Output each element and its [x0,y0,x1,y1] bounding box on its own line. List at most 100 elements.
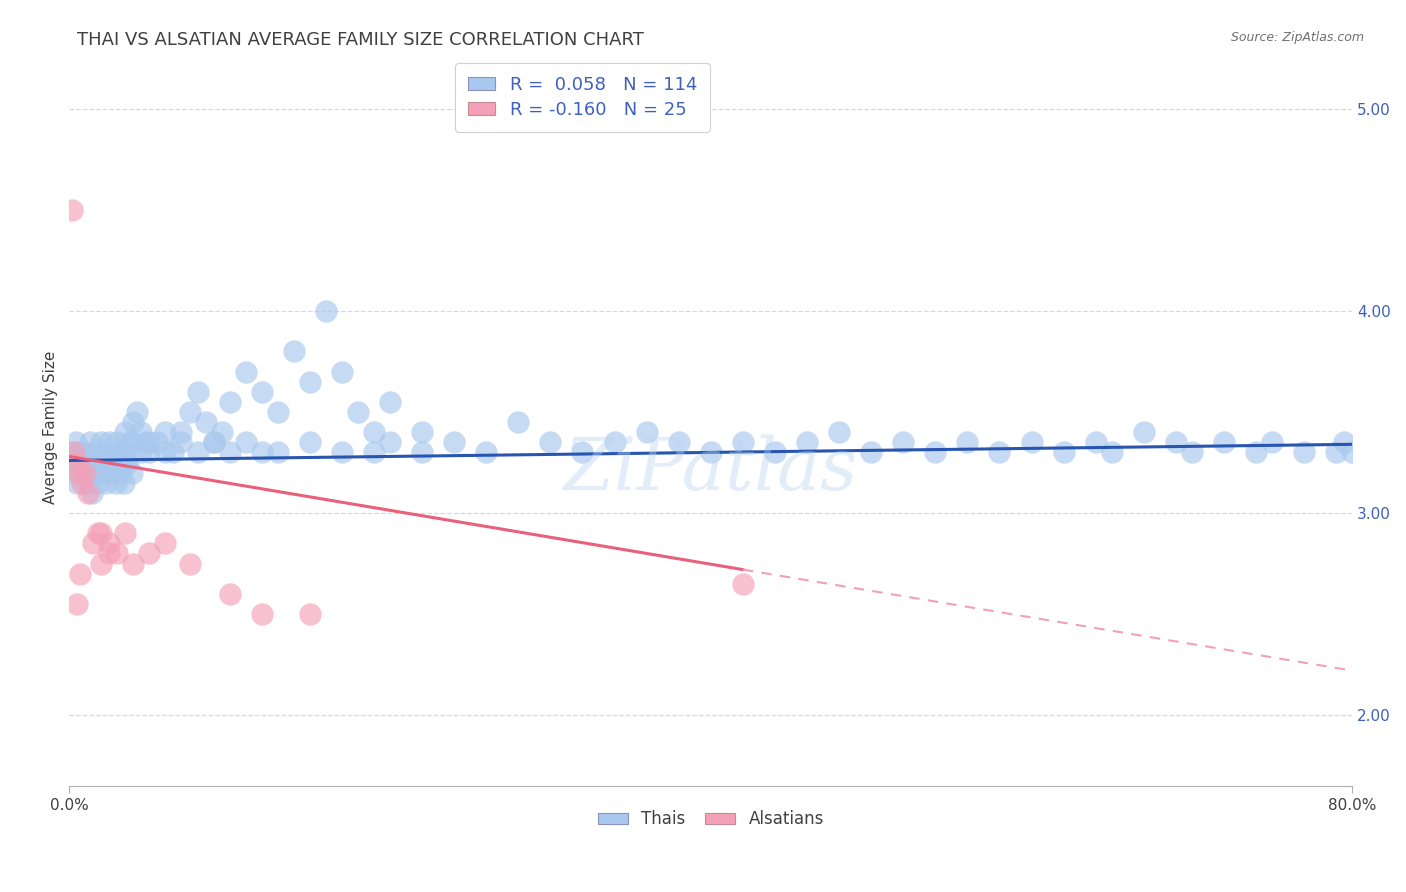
Point [105,546,128,560]
Point [79,435,101,450]
Point [121,466,143,480]
Point [956,435,979,450]
Point [75,445,97,459]
Point [155,445,177,459]
Point [73,456,96,470]
Point [76,475,98,490]
Point [122,557,145,571]
Point [77,466,100,480]
Point [103,445,125,459]
Point [101,466,124,480]
Point [211,425,233,440]
Point [94,475,117,490]
Point [668,435,690,450]
Point [186,384,208,399]
Point [235,435,257,450]
Point [603,435,626,450]
Point [988,445,1011,459]
Point [1164,435,1187,450]
Point [1294,445,1316,459]
Point [62,202,84,217]
Point [67,456,90,470]
Point [97,466,120,480]
Point [63,466,86,480]
Point [122,415,145,429]
Point [82,456,104,470]
Point [298,435,321,450]
Point [138,435,160,450]
Point [98,536,121,550]
Point [90,557,112,571]
Point [111,445,134,459]
Point [218,395,240,409]
Point [508,415,530,429]
Point [112,475,135,490]
Point [1084,435,1107,450]
Point [731,576,754,591]
Point [77,485,100,500]
Point [828,425,851,440]
Point [571,445,593,459]
Point [1021,435,1043,450]
Point [65,456,87,470]
Point [114,456,136,470]
Point [86,445,108,459]
Point [194,415,217,429]
Point [796,435,818,450]
Point [315,304,337,318]
Point [62,445,84,459]
Point [1052,445,1074,459]
Point [250,445,273,459]
Point [1324,445,1347,459]
Point [69,566,91,581]
Point [636,425,658,440]
Point [924,445,946,459]
Point [179,557,201,571]
Point [218,587,240,601]
Point [347,405,370,419]
Point [155,536,177,550]
Point [120,435,142,450]
Point [80,485,103,500]
Point [69,445,91,459]
Point [1333,435,1355,450]
Point [202,435,225,450]
Point [138,445,160,459]
Point [267,445,290,459]
Point [90,526,112,541]
Point [87,475,110,490]
Point [218,445,240,459]
Point [731,435,754,450]
Point [235,365,257,379]
Point [87,526,110,541]
Point [66,475,89,490]
Point [104,475,127,490]
Point [63,445,86,459]
Text: Source: ZipAtlas.com: Source: ZipAtlas.com [1230,31,1364,45]
Point [125,405,148,419]
Point [411,425,433,440]
Text: ZiPatlas: ZiPatlas [564,435,858,506]
Point [98,546,121,560]
Point [538,435,561,450]
Point [1213,435,1236,450]
Point [267,405,290,419]
Point [83,466,105,480]
Point [170,425,193,440]
Point [860,445,883,459]
Point [70,475,93,490]
Point [1132,425,1154,440]
Point [363,425,385,440]
Point [891,435,914,450]
Point [110,466,132,480]
Point [131,425,153,440]
Point [298,607,321,621]
Point [1101,445,1123,459]
Point [443,435,465,450]
Point [186,445,208,459]
Point [98,435,121,450]
Point [65,435,87,450]
Point [202,435,225,450]
Legend: Thais, Alsatians: Thais, Alsatians [591,804,831,835]
Point [105,466,128,480]
